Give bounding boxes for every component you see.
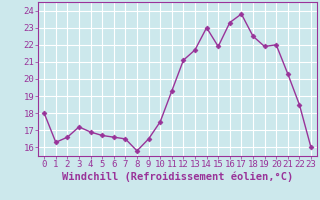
X-axis label: Windchill (Refroidissement éolien,°C): Windchill (Refroidissement éolien,°C) bbox=[62, 172, 293, 182]
